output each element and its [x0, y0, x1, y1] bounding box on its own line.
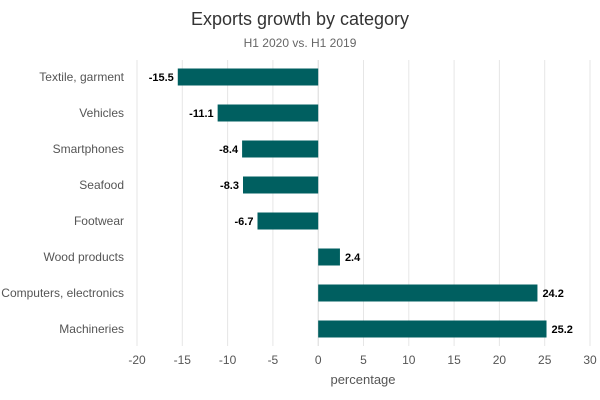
- category-label: Machineries: [59, 322, 124, 336]
- category-label: Seafood: [79, 178, 124, 192]
- data-label: -8.4: [219, 144, 239, 156]
- value-labels: -15.5 -11.1 -8.4 -8.3 -6.7 2.4 24.2 25.2: [149, 72, 573, 336]
- x-tick-label: 25: [538, 353, 552, 367]
- x-tick-label: -10: [219, 353, 237, 367]
- x-tick-label: 20: [493, 353, 507, 367]
- category-label: Vehicles: [79, 106, 124, 120]
- bar: [318, 248, 340, 266]
- category-label: Computers, electronics: [1, 286, 124, 300]
- x-tick-label: -15: [174, 353, 192, 367]
- data-label: 25.2: [552, 324, 573, 336]
- bars: [177, 68, 547, 338]
- category-label: Smartphones: [53, 142, 124, 156]
- x-tick-label: 30: [583, 353, 597, 367]
- data-label: -15.5: [149, 72, 174, 84]
- x-tick-label: 0: [315, 353, 322, 367]
- category-label: Footwear: [74, 214, 124, 228]
- data-label: 24.2: [542, 288, 563, 300]
- bar: [217, 104, 319, 122]
- category-label: Textile, garment: [39, 70, 124, 84]
- x-tick-label: 5: [360, 353, 367, 367]
- category-labels: Textile, garment Vehicles Smartphones Seafo…: [1, 70, 124, 336]
- data-label: -6.7: [235, 216, 254, 228]
- grid-lines: [136, 60, 591, 346]
- bar: [257, 212, 319, 230]
- data-label: -11.1: [189, 108, 213, 120]
- chart-title: Exports growth by category: [191, 9, 409, 29]
- x-tick-labels: -20 -15 -10 -5 0 5 10 15 20 25 30: [128, 353, 597, 367]
- x-tick-label: 15: [447, 353, 461, 367]
- x-tick-label: -20: [128, 353, 146, 367]
- bar: [177, 68, 319, 86]
- x-tick-label: -5: [268, 353, 279, 367]
- bar: [242, 140, 319, 158]
- category-label: Wood products: [44, 250, 125, 264]
- data-label: -8.3: [220, 180, 239, 192]
- x-axis-label: percentage: [330, 372, 395, 387]
- bar: [243, 176, 319, 194]
- chart-subtitle: H1 2020 vs. H1 2019: [244, 36, 357, 50]
- bar: [318, 284, 538, 302]
- x-tick-label: 10: [402, 353, 416, 367]
- bar: [318, 320, 547, 338]
- data-label: 2.4: [345, 252, 361, 264]
